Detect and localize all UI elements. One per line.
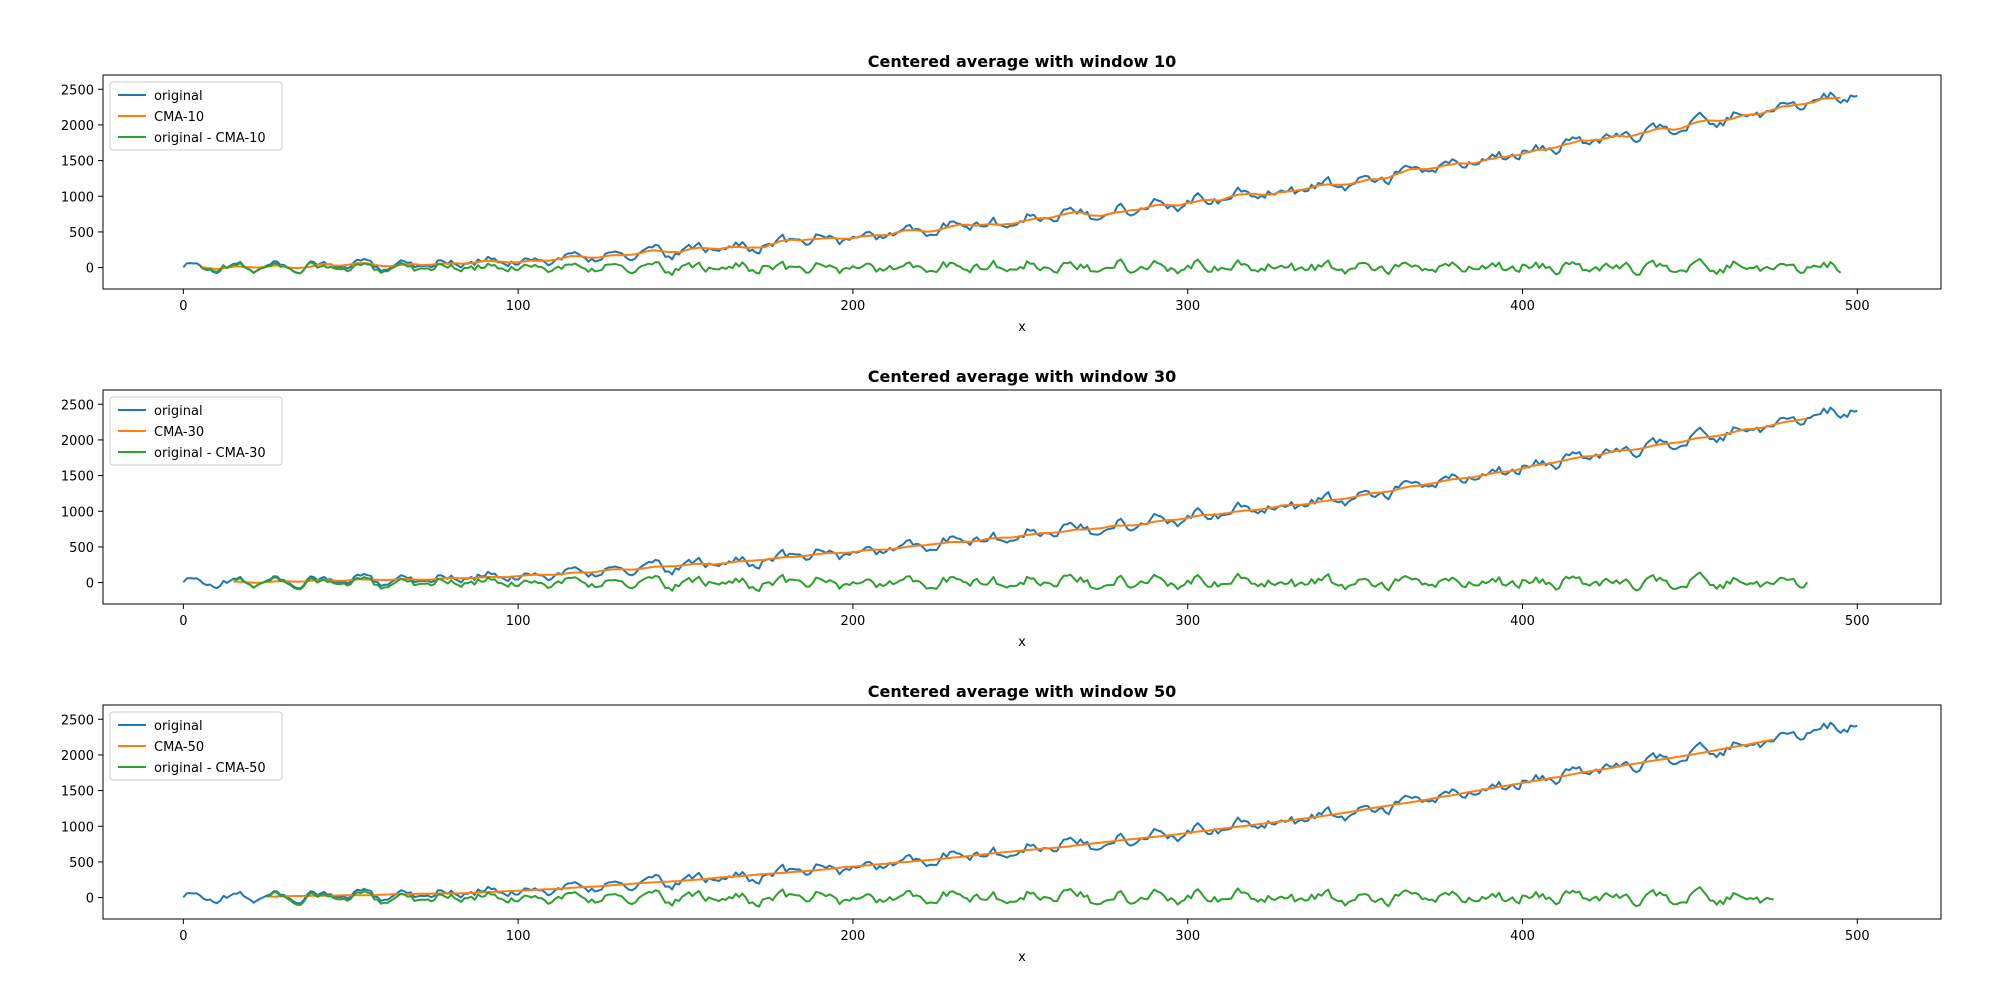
axes-frame [102,74,1942,290]
axis-ticks: 0 100 200 300 400 500 0 500 1000 1500 2000 2500 [61,398,1870,629]
y-tick-label: 2500 [61,398,94,413]
subplot-window-50: Centered average with window 50 0 100 200 3… [61,682,1942,965]
legend-label-cma: CMA-50 [154,740,204,755]
x-tick-label: 500 [1845,614,1870,629]
series-line-residual [233,571,1808,592]
x-tick-label: 500 [1845,299,1870,314]
plot-lines [182,91,1858,276]
axes-frame [102,704,1942,920]
y-tick-label: 2000 [61,749,94,764]
x-axis-label: x [1018,635,1026,650]
y-tick-label: 2500 [61,713,94,728]
legend-label-cma: CMA-30 [154,425,204,440]
y-tick-label: 1000 [61,190,94,205]
x-tick-label: 100 [506,929,531,944]
legend-box [109,81,283,151]
x-axis-label: x [1018,950,1026,965]
series-line-cma [233,417,1808,584]
x-tick-label: 0 [179,299,187,314]
legend: original CMA-10 original - CMA-10 [109,81,283,151]
x-tick-label: 100 [506,299,531,314]
series-line-residual [199,257,1842,276]
y-tick-label: 0 [86,262,94,277]
subplot-window-30: Centered average with window 30 0 100 200 3… [61,367,1942,650]
legend-label-original: original [154,404,203,419]
legend-box [109,396,283,466]
x-tick-label: 200 [841,929,866,944]
y-tick-label: 1000 [61,820,94,835]
y-tick-label: 1500 [61,155,94,170]
legend-box [109,711,283,781]
y-tick-label: 2500 [61,83,94,98]
x-tick-label: 400 [1510,299,1535,314]
x-tick-label: 400 [1510,929,1535,944]
series-line-cma [199,96,1841,270]
x-tick-label: 0 [179,614,187,629]
plot-lines [182,721,1858,908]
legend: original CMA-30 original - CMA-30 [109,396,283,466]
subplot-window-10: Centered average with window 10 0 100 200 3… [61,52,1942,335]
legend-label-original: original [154,89,203,104]
y-tick-label: 2000 [61,434,94,449]
y-tick-label: 1000 [61,505,94,520]
x-tick-label: 0 [179,929,187,944]
legend-label-residual: original - CMA-30 [154,446,266,461]
legend-label-original: original [154,719,203,734]
subplot-title: Centered average with window 30 [868,367,1176,386]
x-tick-label: 400 [1510,614,1535,629]
axes-frame [102,389,1942,605]
axis-ticks: 0 100 200 300 400 500 0 500 1000 1500 2000 2500 [61,713,1870,944]
x-tick-label: 200 [841,299,866,314]
plot-lines [182,406,1858,592]
series-line-residual [266,886,1774,908]
y-tick-label: 1500 [61,785,94,800]
subplot-title: Centered average with window 10 [868,52,1176,71]
x-tick-label: 500 [1845,929,1870,944]
x-axis-label: x [1018,320,1026,335]
x-tick-label: 200 [841,614,866,629]
y-tick-label: 500 [69,226,94,241]
y-tick-label: 0 [86,892,94,907]
y-tick-label: 1500 [61,470,94,485]
legend-label-residual: original - CMA-10 [154,131,266,146]
y-tick-label: 0 [86,577,94,592]
x-tick-label: 300 [1175,929,1200,944]
series-line-cma [267,738,1774,898]
legend: original CMA-50 original - CMA-50 [109,711,283,781]
legend-label-residual: original - CMA-50 [154,761,266,776]
x-tick-label: 300 [1175,299,1200,314]
y-tick-label: 2000 [61,119,94,134]
y-tick-label: 500 [69,856,94,871]
x-tick-label: 100 [506,614,531,629]
y-tick-label: 500 [69,541,94,556]
legend-label-cma: CMA-10 [154,110,204,125]
subplot-title: Centered average with window 50 [868,682,1176,701]
x-tick-label: 300 [1175,614,1200,629]
axis-ticks: 0 100 200 300 400 500 0 500 1000 1500 2000 2500 [61,83,1870,314]
